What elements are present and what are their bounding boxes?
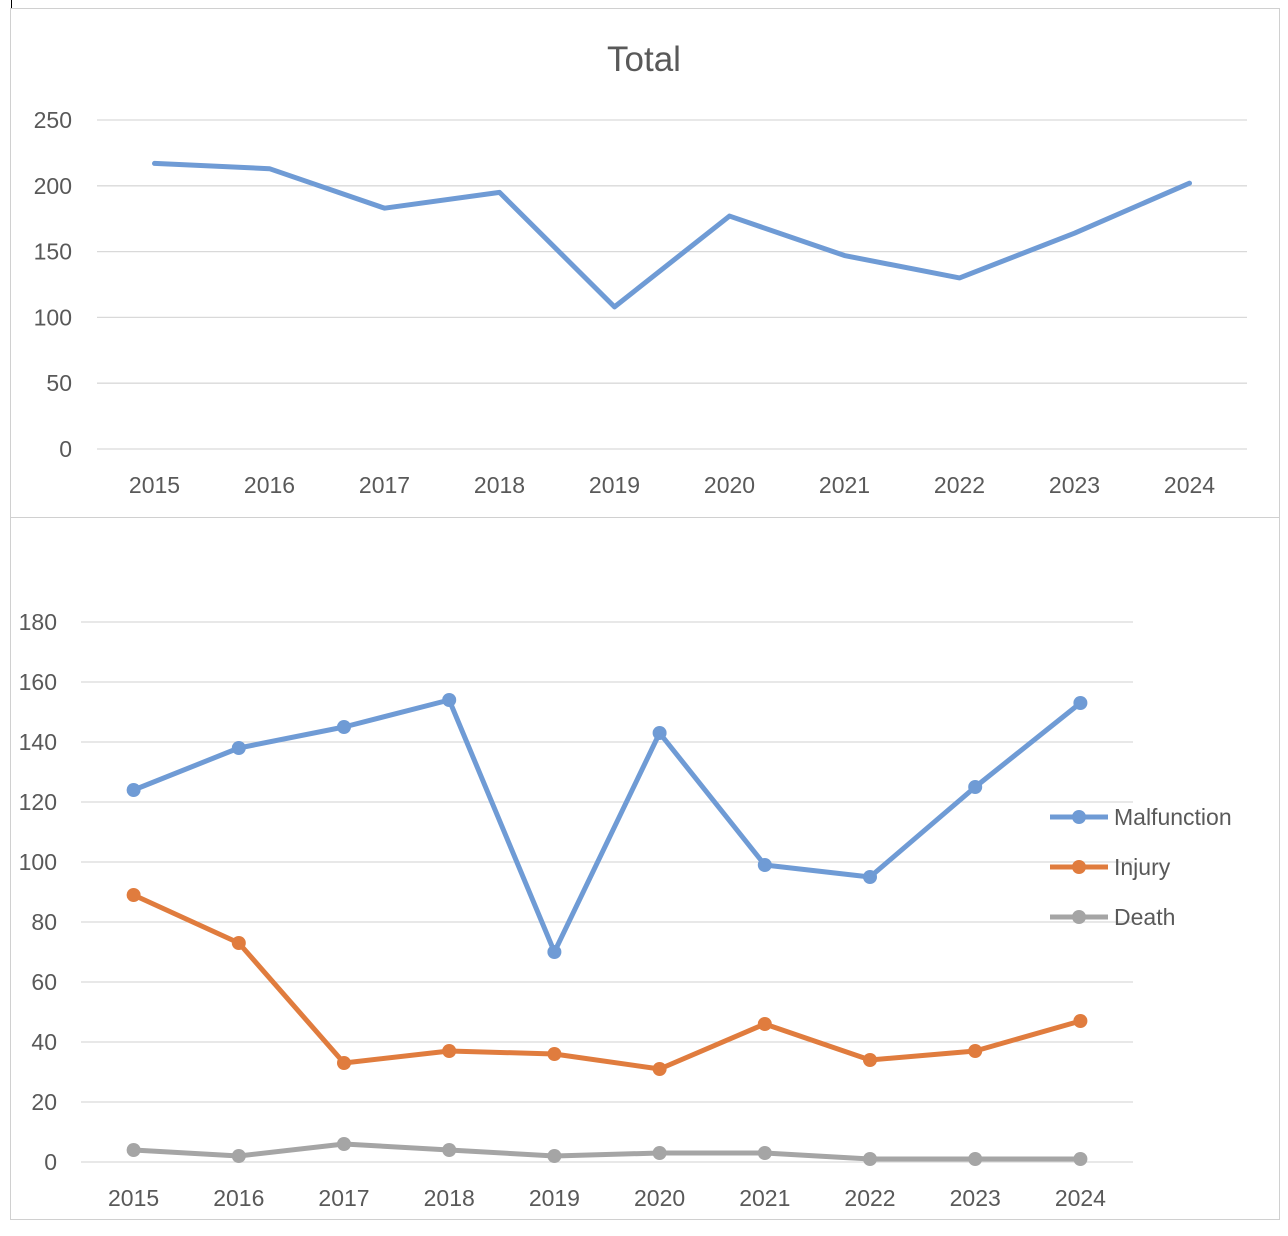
data-point-malfunction [547, 945, 562, 959]
series-line-total [152, 160, 1192, 310]
y-tick-label: 100 [34, 304, 72, 330]
data-point-malfunction [757, 858, 772, 872]
x-tick-label: 2015 [129, 472, 180, 498]
y-tick-label: 120 [19, 789, 57, 815]
chart-title: Total [607, 40, 681, 79]
y-tick-label: 200 [34, 173, 72, 199]
data-point-death [757, 1146, 772, 1160]
y-tick-label: 150 [34, 239, 72, 265]
data-point-malfunction [1073, 696, 1088, 710]
x-tick-label: 2021 [819, 472, 870, 498]
x-tick-label: 2022 [844, 1185, 895, 1211]
y-tick-label: 250 [34, 107, 72, 133]
corner-mark [11, 0, 12, 8]
data-point-injury [757, 1017, 772, 1031]
y-tick-label: 60 [31, 969, 57, 995]
data-point-death [126, 1143, 141, 1157]
x-tick-label: 2019 [529, 1185, 580, 1211]
series-line-injury [131, 892, 1083, 1072]
y-tick-label: 0 [44, 1149, 57, 1175]
legend-swatch-marker [1072, 810, 1086, 824]
data-point-malfunction [231, 741, 246, 755]
y-tick-label: 100 [19, 849, 57, 875]
data-point-injury [337, 1056, 351, 1070]
x-tick-label: 2019 [589, 472, 640, 498]
x-tick-label: 2024 [1164, 472, 1215, 498]
legend-swatch-marker [1072, 860, 1086, 874]
x-tick-label: 2016 [244, 472, 295, 498]
y-tick-label: 140 [19, 729, 57, 755]
legend-label-injury: Injury [1114, 854, 1171, 880]
data-point-injury [231, 936, 246, 950]
breakdown-chart-plot: 0 20 40 60 80 100 120 140 160 180 2015 2016 2017 2018… [19, 609, 1232, 1211]
x-tick-label: 2023 [1049, 472, 1100, 498]
y-tick-label: 0 [59, 436, 72, 462]
data-point-injury [1073, 1014, 1088, 1028]
data-point-malfunction [126, 783, 141, 797]
y-tick-label: 20 [31, 1089, 57, 1115]
data-point-malfunction [863, 870, 877, 884]
data-point-malfunction [337, 720, 351, 734]
x-tick-label: 2022 [934, 472, 985, 498]
x-tick-label: 2015 [108, 1185, 159, 1211]
y-tick-label: 180 [19, 609, 57, 635]
data-point-injury [547, 1047, 562, 1061]
data-point-injury [968, 1044, 983, 1058]
data-point-malfunction [442, 693, 457, 707]
data-point-death [231, 1149, 246, 1163]
data-point-death [547, 1149, 562, 1163]
y-tick-label: 160 [19, 669, 57, 695]
data-point-death [337, 1137, 351, 1151]
x-tick-label: 2020 [634, 1185, 685, 1211]
breakdown-chart: 0 20 40 60 80 100 120 140 160 180 2015 2016 2017 2018… [10, 517, 1280, 1220]
x-tick-label: 2017 [318, 1185, 369, 1211]
x-tick-label: 2018 [424, 1185, 475, 1211]
x-tick-label: 2024 [1055, 1185, 1106, 1211]
x-tick-label: 2020 [704, 472, 755, 498]
x-tick-label: 2016 [213, 1185, 264, 1211]
data-point-injury [126, 888, 141, 902]
series-line-malfunction [131, 697, 1083, 955]
legend-label-death: Death [1114, 904, 1175, 930]
data-point-injury [442, 1044, 457, 1058]
x-tick-label: 2017 [359, 472, 410, 498]
data-point-death [1073, 1152, 1088, 1166]
y-tick-label: 80 [31, 909, 57, 935]
data-point-injury [652, 1062, 667, 1076]
legend-label-malfunction: Malfunction [1114, 804, 1232, 830]
series-line-death [131, 1141, 1083, 1162]
data-point-death [652, 1146, 667, 1160]
x-tick-label: 2023 [950, 1185, 1001, 1211]
data-point-malfunction [968, 780, 983, 794]
total-chart: Total 0 50 100 150 200 250 2015 2016 2017 2018 2019… [10, 8, 1280, 519]
data-point-injury [863, 1053, 877, 1067]
y-tick-label: 50 [46, 370, 72, 396]
data-point-malfunction [652, 726, 667, 740]
data-point-death [863, 1152, 877, 1166]
x-tick-label: 2018 [474, 472, 525, 498]
data-point-death [968, 1152, 983, 1166]
data-point-death [442, 1143, 457, 1157]
legend-swatch-marker [1072, 910, 1086, 924]
total-chart-plot: Total 0 50 100 150 200 250 2015 2016 2017 2018 2019… [34, 40, 1247, 498]
y-tick-label: 40 [31, 1029, 57, 1055]
x-tick-label: 2021 [739, 1185, 790, 1211]
